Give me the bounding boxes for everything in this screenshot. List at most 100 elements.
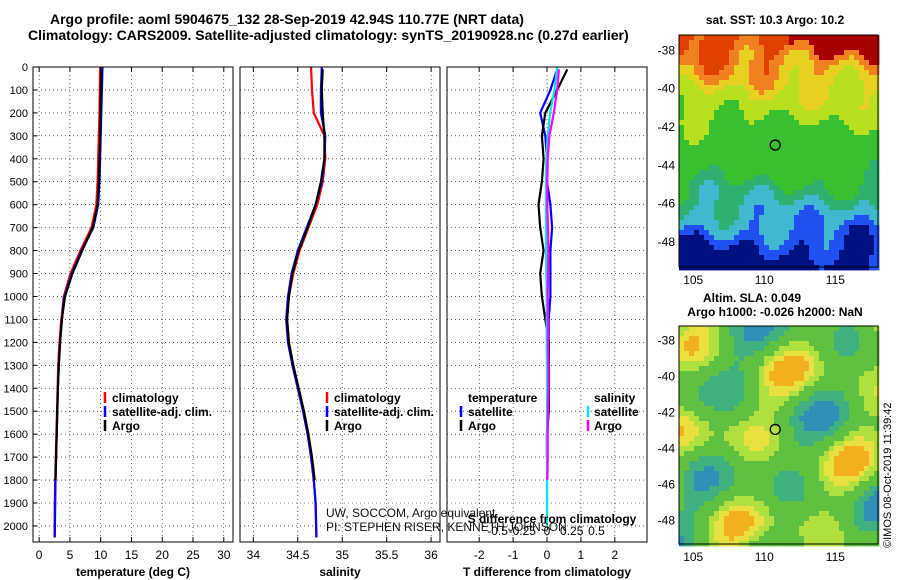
map-cell [859,210,865,216]
map-cell [744,396,750,402]
map-cell [809,336,815,342]
map-cell [819,190,825,196]
map-cell [754,90,760,96]
map-cell [779,476,785,482]
map-cell [844,471,850,477]
map-cell [714,486,720,492]
map-cell [799,446,805,452]
map-cell [829,371,835,377]
map-cell [784,105,790,111]
map-cell [839,235,845,241]
map-cell [819,45,825,51]
map-cell [839,140,845,146]
map-cell [819,366,825,372]
map-cell [854,120,860,126]
map-cell [769,45,775,51]
map-cell [694,371,700,377]
map-cell [834,150,840,156]
map-cell [754,421,760,427]
map-cell [864,346,870,352]
map-cell [799,90,805,96]
map-cell [704,336,710,342]
map-cell [799,406,805,412]
map-cell [829,441,835,447]
map-cell [874,90,880,96]
map-cell [724,421,730,427]
map-cell [834,481,840,487]
map-cell [819,250,825,256]
map-cell [729,371,735,377]
map-cell [809,70,815,76]
map-cell [819,215,825,221]
map-cell [709,155,715,161]
map-cell [774,145,780,151]
map-cell [799,220,805,226]
map-cell [699,175,705,181]
map-cell [689,60,695,66]
map-cell [854,125,860,131]
map-cell [759,85,765,91]
map-cell [694,436,700,442]
map-cell [789,205,795,211]
map-cell [739,150,745,156]
map-cell [744,95,750,101]
map-cell [874,426,880,432]
map-cell [699,130,705,136]
map-cell [874,511,880,517]
map-cell [764,185,770,191]
map-cell [684,476,690,482]
map-cell [759,260,765,266]
map-cell [874,391,880,397]
map-cell [789,155,795,161]
map-cell [689,391,695,397]
map-cell [819,391,825,397]
map-cell [774,331,780,337]
map-cell [714,531,720,537]
map-cell [859,341,865,347]
map-cell [824,486,830,492]
map-cell [849,40,855,46]
map-cell [839,341,845,347]
map-cell [724,80,730,86]
map-cell [759,150,765,156]
map-cell [829,85,835,91]
map-cell [829,40,835,46]
map-cell [784,100,790,106]
map-cell [704,346,710,352]
map-cell [684,150,690,156]
series-line-argo [54,69,103,481]
map-cell [679,75,685,81]
map-cell [739,230,745,236]
map-cell [819,486,825,492]
map-cell [714,396,720,402]
map-cell [754,185,760,191]
map-cell [874,526,880,532]
map-cell [709,491,715,497]
map-x-tick-label: 115 [826,550,845,564]
map-cell [714,516,720,522]
map-cell [859,215,865,221]
map-cell [819,195,825,201]
map-cell [759,115,765,121]
map-cell [794,200,800,206]
map-cell [854,496,860,502]
map-cell [774,265,780,271]
map-cell [684,506,690,512]
map-cell [679,95,685,101]
map-cell [869,326,875,332]
legend-label: Argo [594,419,622,433]
map-cell [699,210,705,216]
map-cell [864,95,870,101]
map-cell [784,250,790,256]
map-cell [869,536,875,542]
map-cell [729,55,735,61]
map-cell [824,70,830,76]
map-cell [874,396,880,402]
map-cell [724,376,730,382]
map-cell [699,511,705,517]
map-cell [719,180,725,186]
map-cell [729,491,735,497]
map-cell [859,40,865,46]
map-cell [789,491,795,497]
